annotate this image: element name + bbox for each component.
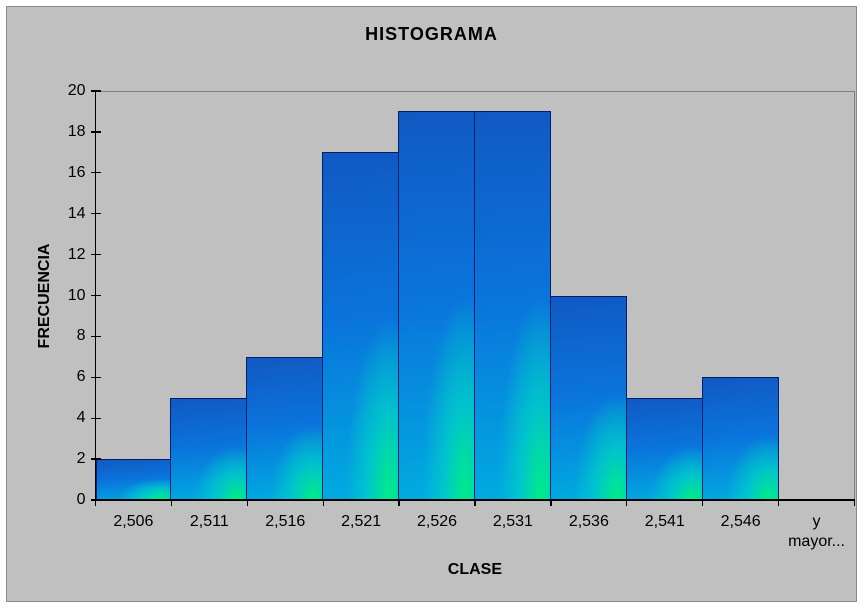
- y-tick: [91, 294, 101, 297]
- plot-border-right: [853, 91, 855, 500]
- x-tick: [170, 500, 173, 506]
- x-tick-label: 2,516: [265, 512, 306, 530]
- x-tick: [474, 500, 476, 506]
- bar-2,526: [398, 111, 475, 500]
- x-tick: [94, 500, 97, 506]
- x-axis-line: [91, 499, 855, 501]
- x-tick: [550, 500, 552, 506]
- bar-2,516: [246, 356, 324, 500]
- y-tick: [91, 253, 101, 256]
- x-tick-label: 2,506: [113, 512, 154, 530]
- x-tick-label: 2,526: [417, 512, 458, 530]
- x-tick: [246, 500, 248, 506]
- chart-panel: HISTOGRAMA FRECUENCIA CLASE 0 2 4 6 8 10 12 14 1…: [6, 6, 857, 602]
- y-tick-label: 2: [76, 450, 86, 468]
- y-tick-label: 16: [67, 163, 86, 181]
- x-tick: [853, 500, 856, 506]
- bar-2,511: [170, 397, 248, 500]
- x-tick-label: y mayor...: [788, 512, 845, 550]
- y-tick-label: 10: [67, 286, 86, 304]
- y-tick-label: 12: [67, 245, 86, 263]
- x-axis-title: CLASE: [447, 560, 503, 578]
- x-tick: [626, 500, 628, 506]
- y-tick: [91, 417, 101, 419]
- y-tick: [91, 458, 101, 460]
- bar-2,506: [95, 459, 172, 500]
- x-tick: [398, 500, 400, 506]
- x-tick: [777, 500, 780, 506]
- x-tick-label: 2,531: [492, 512, 533, 530]
- bar-2,541: [625, 397, 703, 500]
- y-tick: [91, 376, 101, 378]
- y-tick-label: 0: [76, 491, 86, 508]
- y-tick-label: 18: [67, 122, 86, 140]
- y-tick: [91, 172, 101, 174]
- x-tick-label: 2,541: [644, 512, 685, 530]
- plot-border-top: [95, 91, 855, 92]
- chart-title: HISTOGRAMA: [365, 24, 498, 44]
- y-tick: [91, 335, 101, 338]
- bar-2,521: [322, 152, 400, 500]
- y-tick-label: 20: [67, 82, 86, 99]
- x-tick-label: 2,511: [189, 512, 229, 530]
- bar-2,546: [701, 377, 779, 500]
- x-tick-label: 2,521: [341, 512, 382, 530]
- bar-2,531: [474, 111, 551, 500]
- bar-2,536: [549, 295, 627, 500]
- y-tick: [91, 131, 101, 133]
- y-tick-label: 14: [67, 204, 86, 222]
- x-tick-label: 2,546: [720, 512, 761, 530]
- x-tick: [322, 500, 324, 506]
- x-tick: [702, 500, 704, 506]
- y-tick-label: 8: [76, 327, 86, 345]
- y-tick: [91, 499, 101, 501]
- x-tick-label: 2,536: [568, 512, 609, 530]
- y-tick-label: 6: [76, 368, 86, 386]
- y-tick-label: 4: [76, 409, 86, 427]
- y-tick: [91, 213, 101, 215]
- y-tick: [91, 90, 101, 92]
